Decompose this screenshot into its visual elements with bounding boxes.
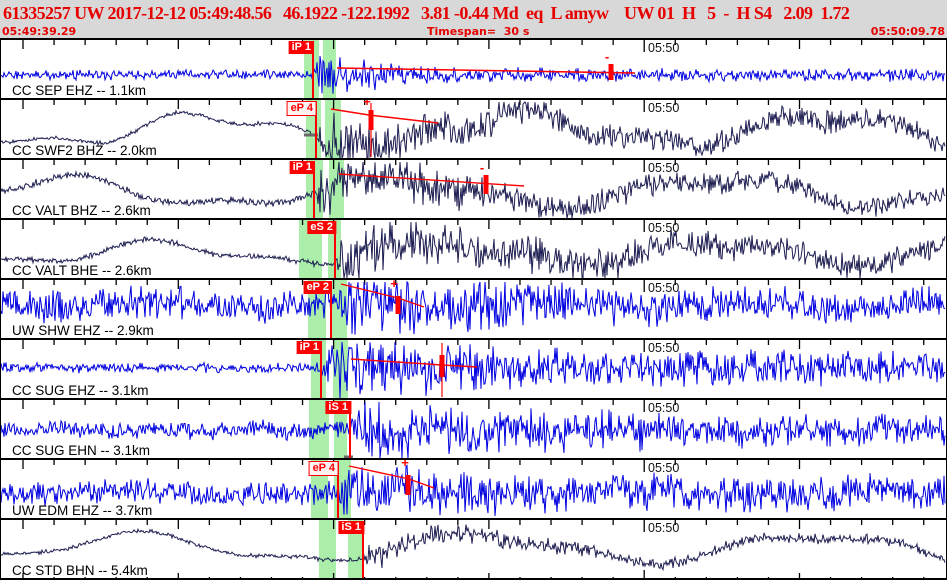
station-label: UW EDM EHZ -- 3.7km xyxy=(12,503,153,518)
coda-end-bar xyxy=(368,110,374,130)
station-label: CC STD BHN -- 5.4km xyxy=(12,563,148,578)
arrival-window-band xyxy=(348,520,363,578)
minute-label: 05:50 xyxy=(648,221,680,235)
seismogram-trace xyxy=(1,401,946,458)
arrival-window-band xyxy=(311,340,326,398)
time-bar: 05:49:39.29 Timespan= 30 s 05:50:09.78 xyxy=(0,26,947,38)
trace-panel[interactable]: iS 1 CC SUG EHN -- 3.1km 05:50 xyxy=(1,398,946,458)
waveform-plot: + xyxy=(1,100,946,158)
coda-mark: - xyxy=(605,49,609,64)
coda-end-bar xyxy=(608,64,614,80)
minute-label: 05:50 xyxy=(648,101,680,115)
minute-label: 05:50 xyxy=(648,161,680,175)
arrival-window-band xyxy=(308,280,326,338)
pick-line[interactable] xyxy=(349,401,351,458)
minute-label: 05:50 xyxy=(648,521,680,535)
coda-decay-line xyxy=(338,173,525,187)
seismogram-trace xyxy=(1,341,946,398)
pick-line[interactable] xyxy=(313,161,315,218)
arrival-window-band xyxy=(304,40,319,98)
seismogram-trace xyxy=(1,101,946,158)
waveform-plot xyxy=(1,400,946,458)
seismogram-trace xyxy=(1,280,946,335)
pick-line[interactable] xyxy=(362,521,364,578)
pick-line[interactable] xyxy=(330,281,332,338)
station-label: CC SUG EHZ -- 3.1km xyxy=(12,383,149,398)
pick-flag[interactable]: iS 1 xyxy=(325,401,351,414)
station-label: CC SUG EHN -- 3.1km xyxy=(12,443,151,458)
coda-decay-line xyxy=(330,108,439,124)
coda-decay-line xyxy=(336,67,636,74)
arrival-window-band xyxy=(332,280,347,338)
waveform-plot: + xyxy=(1,280,946,335)
coda-end-bar xyxy=(483,175,489,194)
seismogram-trace xyxy=(1,464,946,516)
arrival-window-band xyxy=(319,520,336,578)
trace-panel[interactable]: iP 1 CC SUG EHZ -- 3.1km 05:50 xyxy=(1,338,946,398)
seismogram-trace xyxy=(1,55,946,94)
pick-line[interactable] xyxy=(337,461,339,518)
waveform-plot: - xyxy=(1,40,946,94)
pick-flag[interactable]: iP 1 xyxy=(288,41,314,54)
station-label: CC SEP EHZ -- 1.1km xyxy=(12,83,147,98)
pick-flag[interactable]: eP 4 xyxy=(286,101,317,116)
station-label: UW SHW EHZ -- 2.9km xyxy=(12,323,154,338)
station-label: CC VALT BHZ -- 2.6km xyxy=(12,203,151,218)
pick-flag[interactable]: eP 2 xyxy=(303,281,332,294)
coda-mark: + xyxy=(390,280,398,291)
coda-mark: + xyxy=(363,100,371,109)
minute-label: 05:50 xyxy=(648,281,680,295)
pick-flag[interactable]: iP 1 xyxy=(296,341,322,354)
window-end-time: 05:50:09.78 xyxy=(870,25,945,38)
waveform-plot xyxy=(1,520,946,578)
coda-end-bar xyxy=(405,475,411,495)
minute-label: 05:50 xyxy=(648,401,680,415)
trace-panel[interactable]: - iP 1 CC SEP EHZ -- 1.1km 05:50 xyxy=(1,38,946,98)
pick-flag[interactable]: eP 4 xyxy=(308,461,339,476)
trace-panel[interactable]: eS 2 CC VALT BHE -- 2.6km 05:50 xyxy=(1,218,946,278)
coda-mark: + xyxy=(401,460,409,470)
waveform-plot xyxy=(1,220,946,278)
window-start-time: 05:49:39.29 xyxy=(2,25,77,38)
waveform-plot: + xyxy=(1,460,946,516)
station-label: CC VALT BHE -- 2.6km xyxy=(12,263,152,278)
trace-panel[interactable]: - iP 1 CC VALT BHZ -- 2.6km 05:50 xyxy=(1,158,946,218)
coda-mark: - xyxy=(480,160,484,175)
waveform-plot: - xyxy=(1,160,946,218)
station-label: CC SWF2 BHZ -- 2.0km xyxy=(12,143,157,158)
trace-panel[interactable]: + eP 2 UW SHW EHZ -- 2.9km 05:50 xyxy=(1,278,946,338)
minute-label: 05:50 xyxy=(648,41,680,55)
coda-end-bar xyxy=(395,296,401,314)
minute-label: 05:50 xyxy=(648,341,680,355)
seismogram-trace xyxy=(1,221,946,278)
trace-panel[interactable]: + eP 4 UW EDM EHZ -- 3.7km 05:50 xyxy=(1,458,946,518)
pick-line[interactable] xyxy=(320,341,322,398)
pick-line[interactable] xyxy=(312,41,314,98)
trace-panels: - iP 1 CC SEP EHZ -- 1.1km 05:50 + eP 4 … xyxy=(0,38,947,580)
pick-line[interactable] xyxy=(334,221,336,278)
pick-flag[interactable]: iP 1 xyxy=(289,161,315,174)
timespan-label: Timespan= 30 s xyxy=(427,25,530,38)
seismogram-trace xyxy=(1,524,946,572)
minute-label: 05:50 xyxy=(648,461,680,475)
pick-flag[interactable]: iS 1 xyxy=(338,521,364,534)
trace-panel[interactable]: + eP 4 CC SWF2 BHZ -- 2.0km 05:50 xyxy=(1,98,946,158)
seismogram-trace xyxy=(1,161,946,218)
waveform-plot xyxy=(1,340,946,398)
pick-line[interactable] xyxy=(315,101,317,158)
coda-end-bar xyxy=(439,355,445,377)
pick-flag[interactable]: eS 2 xyxy=(307,221,336,234)
trace-panel[interactable]: iS 1 CC STD BHN -- 5.4km 05:50 xyxy=(1,518,946,580)
event-header-line: 61335257 UW 2017-12-12 05:49:48.56 46.19… xyxy=(0,0,947,26)
